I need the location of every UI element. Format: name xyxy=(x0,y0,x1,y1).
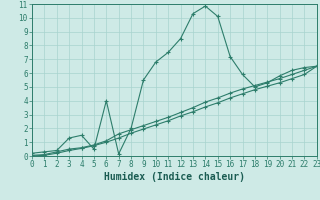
X-axis label: Humidex (Indice chaleur): Humidex (Indice chaleur) xyxy=(104,172,245,182)
